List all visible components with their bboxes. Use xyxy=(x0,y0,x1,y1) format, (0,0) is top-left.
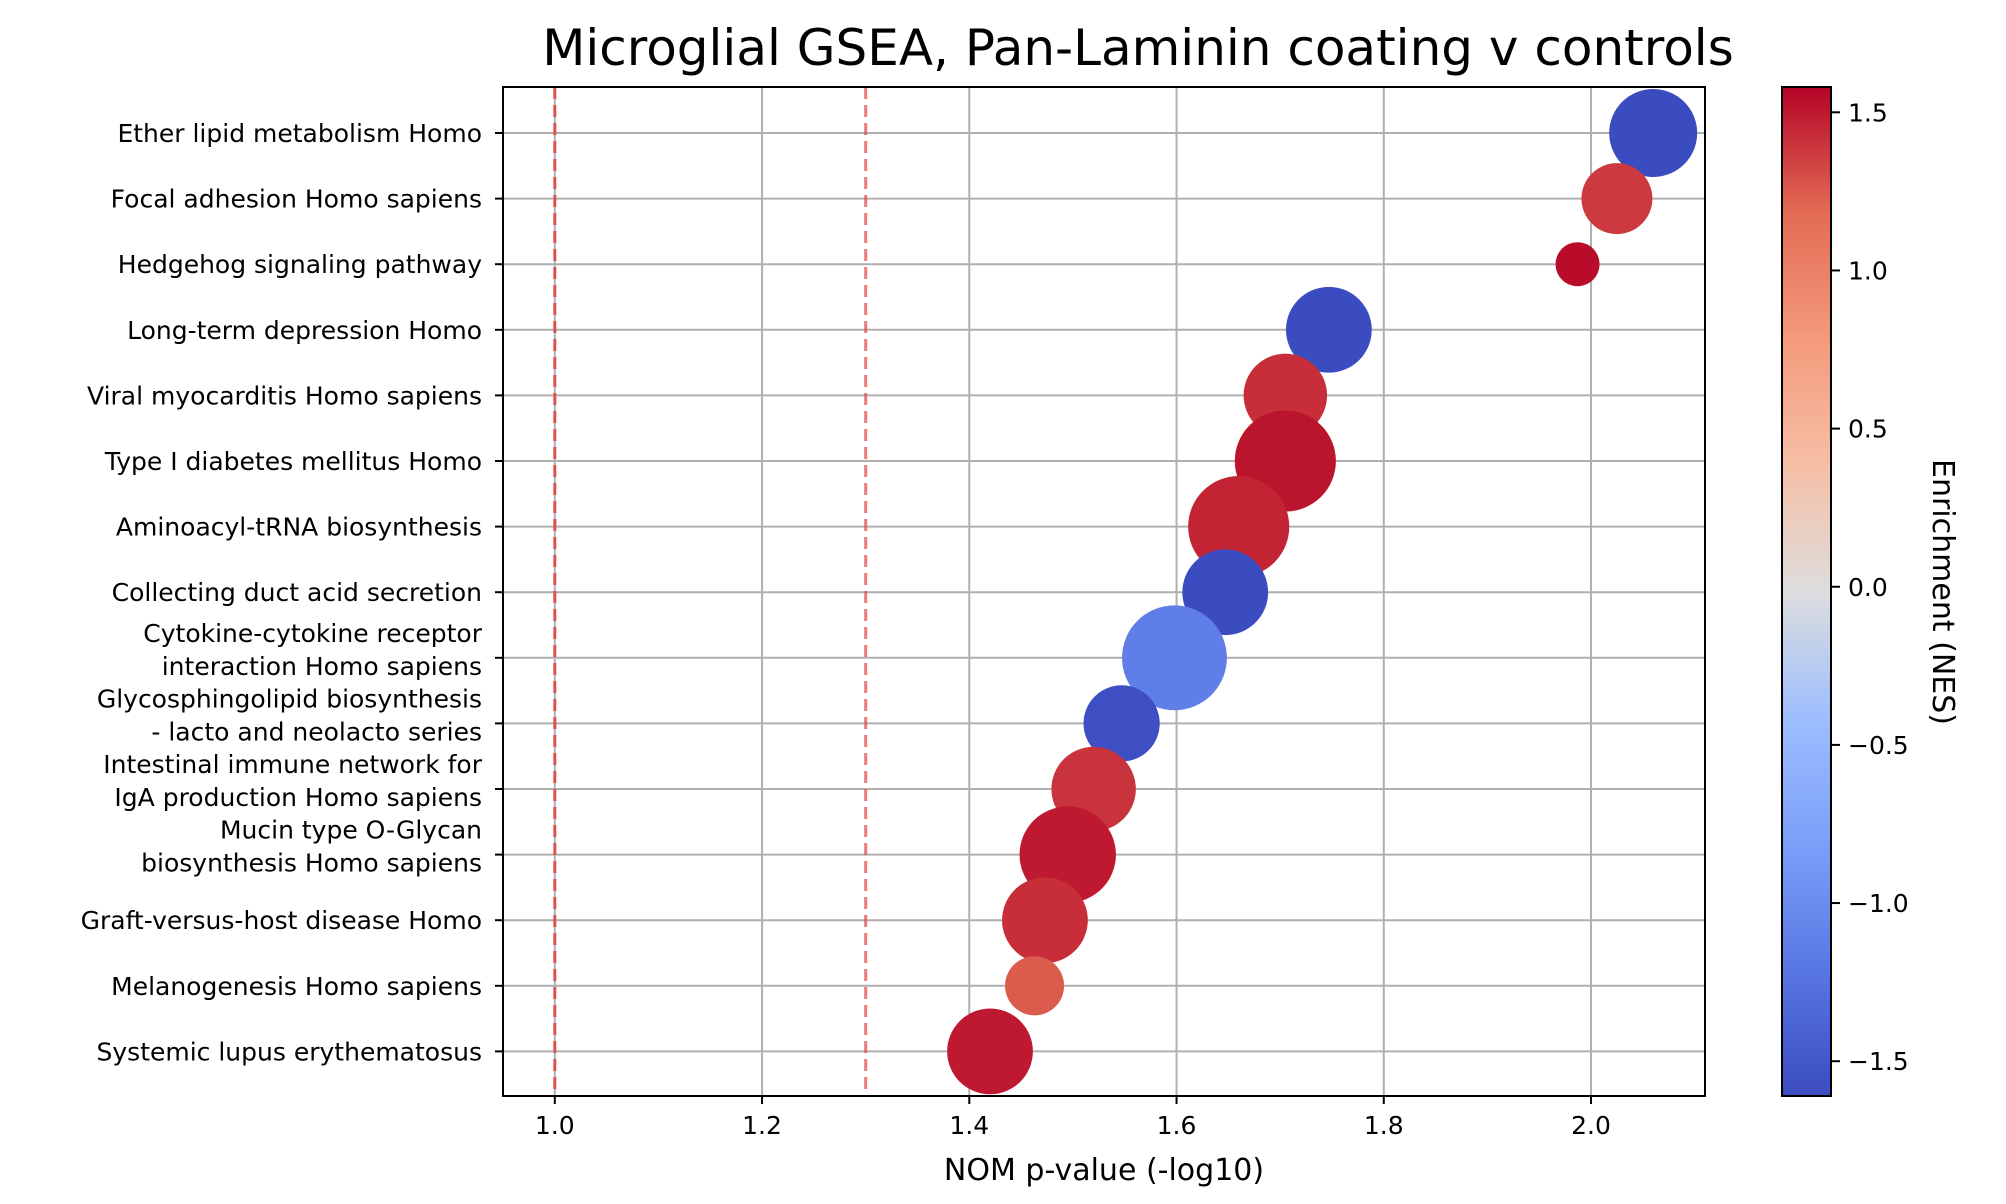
y-tick-label: Hedgehog signaling pathway xyxy=(118,250,482,279)
colorbar-tick-label: 0.5 xyxy=(1848,415,1888,444)
x-tick-label: 1.2 xyxy=(742,1111,782,1140)
bubble-point xyxy=(1285,286,1372,373)
y-tick-label: Melanogenesis Homo sapiens xyxy=(111,972,482,1001)
colorbar-label: Enrichment (NES) xyxy=(1925,459,1960,725)
x-axis-label: NOM p-value (-log10) xyxy=(944,1153,1264,1188)
bubble-point xyxy=(1581,163,1653,235)
x-tick-label: 1.0 xyxy=(535,1111,575,1140)
y-tick-label: Type I diabetes mellitus Homo xyxy=(104,447,482,476)
x-tick-label: 1.8 xyxy=(1364,1111,1404,1140)
bubble-series xyxy=(947,89,1698,1095)
y-tick-label: Glycosphingolipid biosynthesis xyxy=(97,684,482,713)
bubble-point xyxy=(1182,549,1269,636)
y-tick-label: Long-term depression Homo xyxy=(127,316,482,345)
x-tick-label: 1.6 xyxy=(1157,1111,1197,1140)
y-tick-label: biosynthesis Homo sapiens xyxy=(141,849,482,878)
y-tick-label: IgA production Homo sapiens xyxy=(114,783,482,812)
y-tick-label: Viral myocarditis Homo sapiens xyxy=(87,381,482,410)
x-axis-ticks: 1.0 1.2 1.4 1.6 1.8 2.0 xyxy=(535,1096,1611,1140)
y-tick-label: Aminoacyl-tRNA biosynthesis xyxy=(116,513,482,542)
y-tick-label: Mucin type O-Glycan xyxy=(220,816,482,845)
colorbar-tick-label: 1.5 xyxy=(1848,98,1888,127)
y-tick-label: Graft-versus-host disease Homo xyxy=(81,906,482,935)
bubble-point xyxy=(1555,242,1600,287)
y-axis-labels: Ether lipid metabolism Homo Focal adhesio… xyxy=(81,119,503,1066)
colorbar xyxy=(1781,86,1832,1097)
colorbar-tick-label: −1.0 xyxy=(1848,889,1909,918)
bubble-point xyxy=(1002,877,1088,964)
chart-title: Microglial GSEA, Pan-Laminin coating v c… xyxy=(542,19,1734,77)
bubble-point xyxy=(1122,605,1227,711)
colorbar-tick-label: 0.0 xyxy=(1848,573,1888,602)
colorbar-tick-label: −0.5 xyxy=(1848,731,1909,760)
y-tick-label: Collecting duct acid secretion xyxy=(112,578,482,607)
bubble-point xyxy=(1083,685,1160,762)
colorbar-tick-label: −1.5 xyxy=(1848,1047,1909,1076)
y-tick-label: Focal adhesion Homo sapiens xyxy=(111,185,482,214)
y-tick-label: Systemic lupus erythematosus xyxy=(97,1037,483,1066)
colorbar-tick-label: 1.0 xyxy=(1848,256,1888,285)
x-tick-label: 1.4 xyxy=(949,1111,989,1140)
y-tick-label: - lacto and neolacto series xyxy=(151,717,482,746)
bubble-point xyxy=(1005,956,1065,1016)
bubble-point xyxy=(947,1008,1033,1095)
grid-lines xyxy=(503,87,1705,1096)
y-tick-label: interaction Homo sapiens xyxy=(162,652,482,681)
colorbar-ticks: 1.5 1.0 0.5 0.0 −0.5 −1.0 −1.5 xyxy=(1831,98,1909,1076)
reference-lines xyxy=(553,87,868,1096)
y-tick-label: Ether lipid metabolism Homo xyxy=(117,119,482,148)
y-tick-label: Intestinal immune network for xyxy=(103,750,482,779)
bubble-point xyxy=(1609,89,1698,177)
y-tick-label: Cytokine-cytokine receptor xyxy=(143,619,482,648)
x-tick-label: 2.0 xyxy=(1571,1111,1611,1140)
